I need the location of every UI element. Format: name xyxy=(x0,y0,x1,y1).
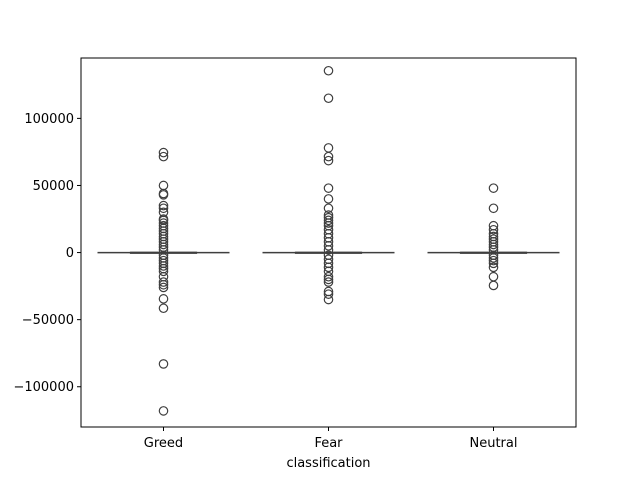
x-tick-label: Neutral xyxy=(470,436,518,451)
outlier-point xyxy=(158,294,169,304)
outlier-point xyxy=(323,151,334,162)
outlier-point xyxy=(158,303,169,314)
y-tick-label: 0 xyxy=(66,246,74,261)
outlier-point xyxy=(488,253,499,263)
outlier-point xyxy=(323,277,334,287)
outlier-point xyxy=(323,215,334,226)
outlier-point xyxy=(323,218,334,228)
x-tick-label: Greed xyxy=(144,436,183,451)
outlier-point xyxy=(158,203,169,214)
outlier-point xyxy=(488,258,499,269)
outlier-point xyxy=(488,255,499,266)
box-group xyxy=(427,183,560,291)
outlier-point xyxy=(158,261,169,271)
outlier-point xyxy=(323,93,334,104)
outlier-point xyxy=(323,289,334,299)
outlier-point xyxy=(158,279,169,290)
outlier-point xyxy=(323,245,334,255)
outlier-point xyxy=(323,194,334,204)
outlier-point xyxy=(488,203,499,214)
x-axis: Greed Fear Neutral xyxy=(144,427,518,451)
outlier-point xyxy=(323,155,334,166)
y-tick-label: −50000 xyxy=(22,313,74,328)
outlier-point xyxy=(323,183,334,193)
outlier-point xyxy=(488,239,499,250)
box-group xyxy=(262,65,395,305)
y-axis: −100000 −50000 0 50000 100000 xyxy=(13,112,81,395)
outlier-point xyxy=(158,266,169,277)
outlier-point xyxy=(488,262,499,273)
outlier-point xyxy=(323,294,334,305)
x-tick-label: Fear xyxy=(314,436,343,451)
outlier-point xyxy=(158,180,169,191)
outlier-point xyxy=(323,274,334,285)
outlier-point xyxy=(323,241,334,251)
outlier-point xyxy=(323,262,334,273)
outlier-point xyxy=(488,224,499,235)
outlier-point xyxy=(323,143,334,153)
outlier-point xyxy=(158,277,169,287)
outlier-point xyxy=(158,200,169,211)
plot-marks xyxy=(97,65,560,416)
outlier-point xyxy=(158,282,169,293)
outlier-point xyxy=(158,190,169,200)
outlier-point xyxy=(323,271,334,282)
outlier-point xyxy=(323,65,334,76)
outlier-point xyxy=(158,406,169,416)
outlier-point xyxy=(158,151,169,162)
outlier-point xyxy=(323,203,334,214)
y-tick-label: 100000 xyxy=(24,112,74,127)
outlier-point xyxy=(158,147,169,158)
box-group xyxy=(97,147,230,416)
x-axis-title: classification xyxy=(286,456,370,471)
outlier-point xyxy=(158,359,169,369)
outlier-point xyxy=(488,271,499,282)
y-tick-label: 50000 xyxy=(33,179,74,194)
outlier-point xyxy=(158,239,169,250)
outlier-point xyxy=(488,280,499,291)
outlier-point xyxy=(488,183,499,193)
y-tick-label: −100000 xyxy=(13,380,74,395)
